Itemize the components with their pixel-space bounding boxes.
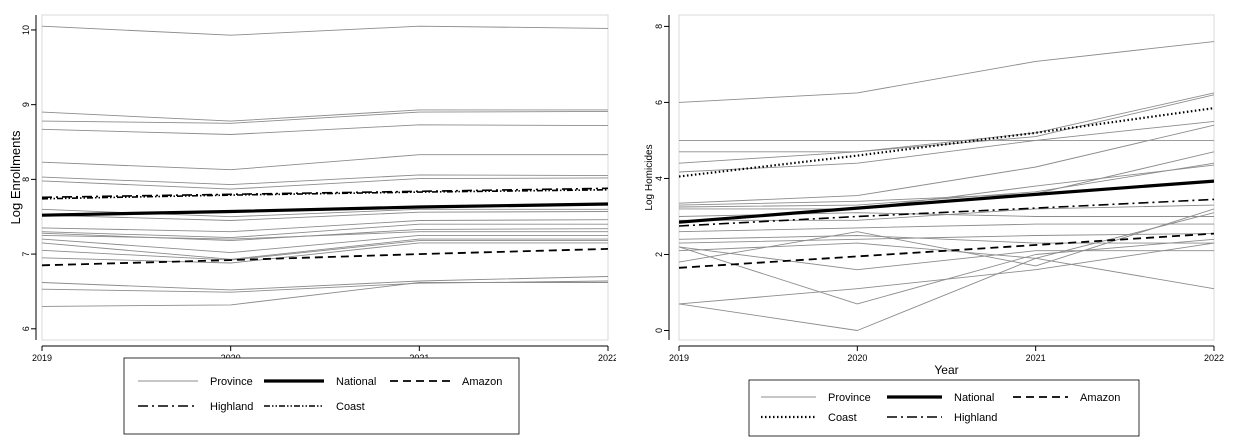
series-line-province: [679, 124, 1214, 204]
legend-label-province: Province: [210, 376, 253, 388]
legend: [123, 357, 520, 435]
chart-panel-enrollments: 6789102019202020212022YearLog Enrollment…: [0, 0, 616, 447]
series-line-highland: [42, 187, 608, 199]
series-line-province: [42, 124, 608, 135]
homicides-chart: 0 2 4 6 8 2019 2020 2021 2022 Year Log Homicides Pr…: [644, 14, 1224, 437]
series-line-amazon: [42, 248, 608, 267]
series-line-province: [42, 110, 608, 124]
plot-region: [41, 14, 609, 341]
legend: [748, 379, 1140, 437]
series-line-highland: [679, 198, 1214, 227]
series-line-province: [42, 25, 608, 36]
legend-label-highland: Highland: [954, 412, 997, 424]
series-line-province: [679, 162, 1214, 208]
series-line-coast: [679, 107, 1214, 178]
y-tick-label: 4: [654, 176, 664, 181]
series-line-province: [42, 276, 608, 291]
x-tick-label: 2021: [1026, 353, 1046, 363]
y-tick-label: 7: [21, 252, 31, 257]
series-line-national: [42, 202, 608, 217]
y-tick-label: 10: [21, 25, 31, 35]
y-tick-label: 0: [654, 328, 664, 333]
series-line-province: [42, 231, 608, 240]
series-line-province: [679, 246, 1214, 271]
x-tick-label: 2019: [669, 353, 689, 363]
plot-region: [678, 14, 1215, 341]
legend-label-coast: Coast: [828, 412, 857, 424]
y-tick-label: 6: [654, 100, 664, 105]
series-group: [679, 41, 1214, 331]
y-tick-label: 9: [21, 102, 31, 107]
series-line-province: [679, 204, 1214, 221]
y-axis-title: Log Enrollments: [8, 130, 23, 224]
series-line-province: [42, 238, 608, 260]
series-line-province: [42, 174, 608, 186]
x-tick-label: 2019: [32, 353, 52, 363]
series-line-province: [679, 92, 1214, 153]
x-axis-title: Year: [934, 363, 958, 377]
legend-label-highland: Highland: [210, 401, 253, 413]
series-line-province: [42, 282, 608, 307]
legend-label-national: National: [336, 376, 376, 388]
series-line-province: [42, 109, 608, 122]
x-tick-label: 2022: [1204, 353, 1224, 363]
legend-label-coast: Coast: [336, 401, 365, 413]
series-line-province: [679, 212, 1214, 331]
legend-label-national: National: [954, 392, 994, 404]
series-line-province: [679, 164, 1214, 210]
series-line-province: [42, 240, 608, 261]
chart-panel-homicides: 0 2 4 6 8 2019 2020 2021 2022 Year Log Homicides Pr…: [621, 0, 1235, 447]
series-line-province: [42, 242, 608, 264]
series-group: [42, 25, 608, 307]
series-line-province: [679, 223, 1214, 233]
series-line-amazon: [679, 232, 1214, 269]
series-line-province: [679, 208, 1214, 267]
series-line-province: [679, 41, 1214, 103]
y-tick-label: 8: [654, 24, 664, 29]
series-line-province: [42, 223, 608, 239]
series-line-province: [42, 211, 608, 221]
series-line-province: [42, 219, 608, 233]
series-line-province: [679, 233, 1214, 244]
y-tick-label: 2: [654, 252, 664, 257]
series-line-coast: [42, 189, 608, 200]
legend-label-amazon: Amazon: [1080, 392, 1120, 404]
y-tick-label: 8: [21, 177, 31, 182]
series-line-province: [679, 235, 1214, 244]
series-line-province: [679, 120, 1214, 173]
legend-label-province: Province: [828, 392, 871, 404]
legend-label-amazon: Amazon: [462, 376, 502, 388]
series-line-national: [679, 179, 1214, 224]
y-axis-title: Log Homicides: [644, 144, 655, 210]
y-tick-label: 6: [21, 326, 31, 331]
series-line-province: [679, 238, 1214, 305]
series-line-province: [42, 234, 608, 254]
series-line-province: [42, 154, 608, 171]
x-tick-label: 2020: [847, 353, 867, 363]
enrollments-chart: 6789102019202020212022YearLog Enrollment…: [8, 14, 616, 435]
x-tick-label: 2022: [598, 353, 616, 363]
series-line-province: [42, 177, 608, 190]
